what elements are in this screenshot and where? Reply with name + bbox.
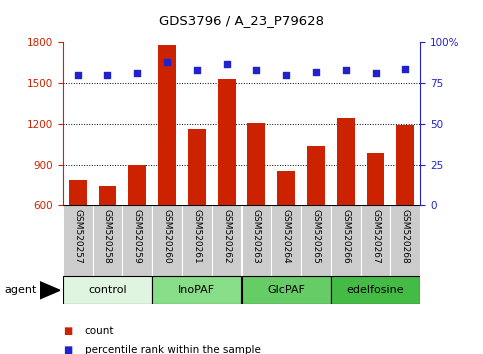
Bar <box>128 165 146 205</box>
Text: ■: ■ <box>63 326 72 336</box>
Text: GlcPAF: GlcPAF <box>267 285 305 295</box>
Point <box>133 70 141 76</box>
Bar <box>361 205 390 276</box>
Bar <box>242 276 331 304</box>
Point <box>163 59 171 65</box>
Text: agent: agent <box>5 285 37 295</box>
Point <box>253 67 260 73</box>
Bar <box>271 205 301 276</box>
Text: GSM520267: GSM520267 <box>371 209 380 264</box>
Bar <box>122 205 152 276</box>
Text: GSM520257: GSM520257 <box>73 209 82 264</box>
Point <box>104 72 112 78</box>
Text: GSM520263: GSM520263 <box>252 209 261 264</box>
Polygon shape <box>40 282 60 299</box>
Bar <box>331 276 420 304</box>
Bar <box>99 185 116 205</box>
Bar <box>188 129 206 205</box>
Text: GSM520266: GSM520266 <box>341 209 350 264</box>
Text: GSM520268: GSM520268 <box>401 209 410 264</box>
Bar <box>337 118 355 205</box>
Bar <box>63 276 152 304</box>
Bar <box>242 205 271 276</box>
Text: GSM520265: GSM520265 <box>312 209 320 264</box>
Bar <box>331 205 361 276</box>
Bar <box>212 205 242 276</box>
Bar <box>93 205 122 276</box>
Text: ■: ■ <box>63 346 72 354</box>
Text: count: count <box>85 326 114 336</box>
Text: GSM520258: GSM520258 <box>103 209 112 264</box>
Bar <box>397 125 414 205</box>
Text: control: control <box>88 285 127 295</box>
Point <box>401 66 409 72</box>
Text: GDS3796 / A_23_P79628: GDS3796 / A_23_P79628 <box>159 14 324 27</box>
Point <box>312 69 320 75</box>
Text: percentile rank within the sample: percentile rank within the sample <box>85 346 260 354</box>
Bar <box>301 205 331 276</box>
Bar <box>307 146 325 205</box>
Bar <box>69 179 86 205</box>
Point <box>74 72 82 78</box>
Bar <box>277 171 295 205</box>
Point <box>372 70 380 76</box>
Bar <box>390 205 420 276</box>
Point <box>223 61 230 67</box>
Point <box>193 67 201 73</box>
Text: GSM520264: GSM520264 <box>282 209 291 263</box>
Bar <box>152 276 242 304</box>
Text: GSM520262: GSM520262 <box>222 209 231 263</box>
Text: GSM520261: GSM520261 <box>192 209 201 264</box>
Bar <box>63 205 93 276</box>
Text: GSM520260: GSM520260 <box>163 209 171 264</box>
Bar <box>247 123 265 205</box>
Text: GSM520259: GSM520259 <box>133 209 142 264</box>
Bar <box>218 79 236 205</box>
Point <box>282 72 290 78</box>
Text: InoPAF: InoPAF <box>178 285 215 295</box>
Bar <box>182 205 212 276</box>
Bar <box>152 205 182 276</box>
Point <box>342 67 350 73</box>
Bar <box>158 45 176 205</box>
Bar <box>367 153 384 205</box>
Text: edelfosine: edelfosine <box>347 285 404 295</box>
